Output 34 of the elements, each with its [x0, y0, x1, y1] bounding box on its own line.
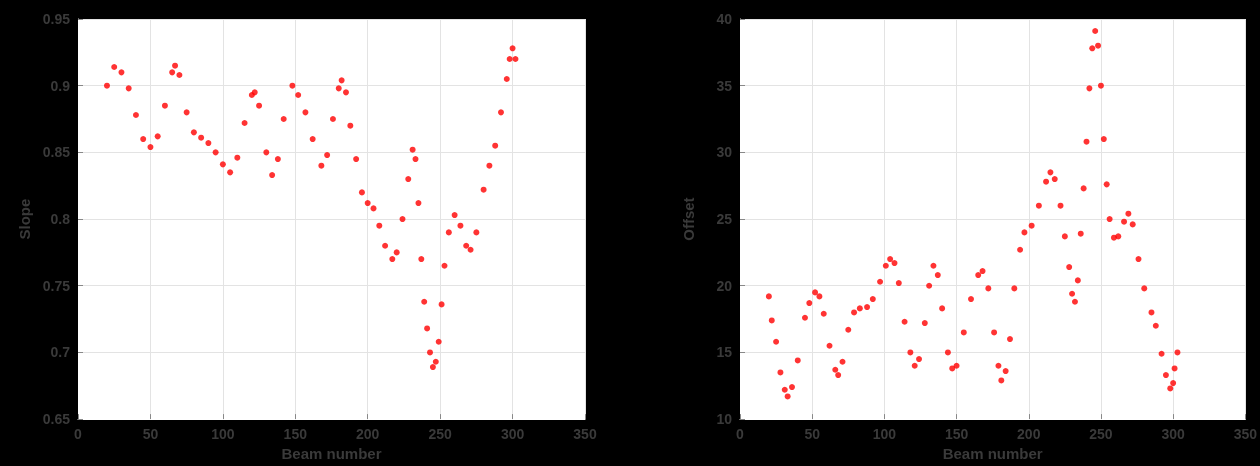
- x-tick-label: 0: [736, 426, 745, 443]
- x-tick-label: 250: [428, 426, 453, 443]
- y-tick-label: 40: [716, 11, 733, 27]
- x-tick-label: 250: [1089, 426, 1113, 443]
- y-tick-label: 0.65: [42, 411, 71, 428]
- x-tick-label: 50: [142, 426, 159, 443]
- y-tick-label: 10: [716, 411, 733, 428]
- x-tick-label: 350: [573, 426, 597, 443]
- y-axis-title: Slope: [15, 198, 33, 240]
- y-tick-label: 0.75: [42, 277, 71, 294]
- x-tick-label: 100: [211, 426, 235, 443]
- y-tick-label: 0.85: [42, 144, 71, 161]
- x-tick-label: 300: [1161, 426, 1186, 443]
- y-tick-label: 0.95: [42, 11, 71, 27]
- x-tick-label: 200: [1017, 426, 1041, 443]
- y-tick-label: 15: [716, 344, 733, 361]
- x-tick-label: 100: [872, 426, 897, 443]
- y-tick-label: 20: [716, 277, 733, 294]
- x-tick-label: 200: [356, 426, 380, 443]
- y-tick-label: 25: [716, 211, 733, 228]
- x-tick-label: 300: [500, 426, 525, 443]
- y-tick-label: 0.9: [50, 77, 71, 94]
- y-tick-label: 35: [716, 77, 733, 94]
- x-tick-label: 150: [283, 426, 308, 443]
- y-tick-label: 30: [716, 144, 733, 161]
- x-tick-label: 350: [1233, 426, 1258, 443]
- y-tick-label: 0.8: [50, 211, 71, 228]
- x-tick-label: 150: [944, 426, 969, 443]
- x-tick-label: 50: [804, 426, 821, 443]
- y-axis-title: Offset: [680, 197, 697, 241]
- x-tick-label: 0: [74, 426, 83, 443]
- y-tick-label: 0.7: [50, 344, 71, 361]
- x-axis-title: Beam number: [281, 445, 382, 462]
- x-axis-title: Beam number: [942, 445, 1043, 462]
